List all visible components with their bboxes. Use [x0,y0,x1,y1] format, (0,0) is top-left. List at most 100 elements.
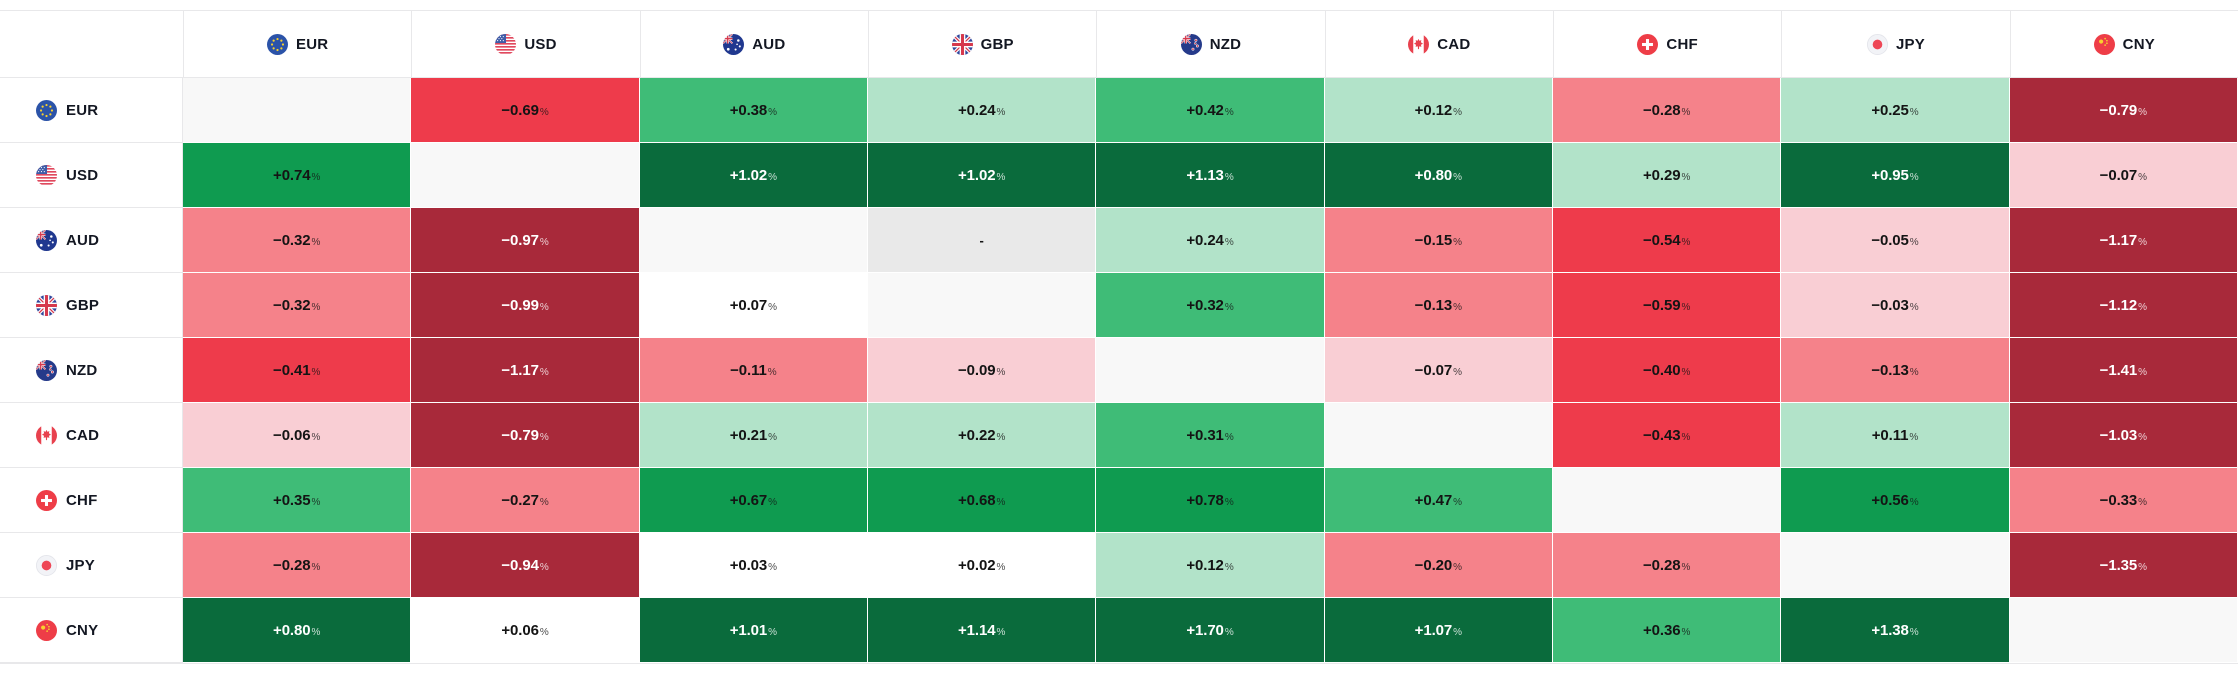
row-header-eur[interactable]: EUR [0,78,183,143]
cell-eur-cny[interactable]: −0.79% [2009,78,2238,143]
cell-cny-cad[interactable]: +1.07% [1324,598,1553,663]
column-header-aud[interactable]: AUD [639,11,868,78]
cell-cny-nzd[interactable]: +1.70% [1096,598,1325,663]
cell-cad-chf[interactable]: −0.43% [1552,403,1782,468]
column-header-nzd[interactable]: NZD [1096,11,1325,78]
cell-aud-nzd[interactable]: +0.24% [1096,208,1325,273]
column-header-usd[interactable]: USD [411,11,640,78]
row-header-jpy[interactable]: JPY [0,533,183,598]
cell-usd-cad[interactable]: +0.80% [1324,143,1553,208]
cell-jpy-nzd[interactable]: +0.12% [1096,533,1325,598]
cell-cad-cny[interactable]: −1.03% [2009,403,2238,468]
cell-value: +0.68 [958,491,996,509]
cell-nzd-aud[interactable]: −0.11% [639,338,868,403]
cell-chf-eur[interactable]: +0.35% [183,468,412,533]
cell-cad-nzd[interactable]: +0.31% [1096,403,1325,468]
cell-aud-chf[interactable]: −0.54% [1552,208,1782,273]
cell-usd-chf[interactable]: +0.29% [1552,143,1782,208]
cell-nzd-cny[interactable]: −1.41% [2009,338,2238,403]
cell-nzd-eur[interactable]: −0.41% [183,338,412,403]
cell-usd-eur[interactable]: +0.74% [183,143,412,208]
cell-gbp-cny[interactable]: −1.12% [2009,273,2238,338]
row-header-cad[interactable]: CAD [0,403,183,468]
cell-cny-chf[interactable]: +0.36% [1552,598,1782,663]
cell-gbp-chf[interactable]: −0.59% [1552,273,1782,338]
cell-jpy-eur[interactable]: −0.28% [183,533,412,598]
cell-eur-usd[interactable]: −0.69% [411,78,640,143]
column-header-chf[interactable]: CHF [1552,11,1782,78]
row-header-chf[interactable]: CHF [0,468,183,533]
row-header-label: EUR [66,101,99,119]
percent-suffix: % [996,561,1006,573]
cell-cad-jpy[interactable]: +0.11% [1781,403,2010,468]
cell-cny-aud[interactable]: +1.01% [639,598,868,663]
cell-gbp-eur[interactable]: −0.32% [183,273,412,338]
cell-gbp-cad[interactable]: −0.13% [1324,273,1553,338]
cell-aud-gbp-no-data[interactable]: - [867,208,1097,273]
cell-chf-cny[interactable]: −0.33% [2009,468,2238,533]
row-header-cny[interactable]: CNY [0,598,183,663]
cell-usd-jpy[interactable]: +0.95% [1781,143,2010,208]
column-header-eur[interactable]: EUR [183,11,412,78]
cell-chf-gbp[interactable]: +0.68% [867,468,1097,533]
cell-usd-gbp[interactable]: +1.02% [867,143,1097,208]
cell-jpy-chf[interactable]: −0.28% [1552,533,1782,598]
cell-gbp-nzd[interactable]: +0.32% [1096,273,1325,338]
cell-usd-cny[interactable]: −0.07% [2009,143,2238,208]
cell-jpy-cad[interactable]: −0.20% [1324,533,1553,598]
column-header-jpy[interactable]: JPY [1781,11,2010,78]
cell-eur-gbp[interactable]: +0.24% [867,78,1097,143]
cell-eur-cad[interactable]: +0.12% [1324,78,1553,143]
cell-jpy-usd[interactable]: −0.94% [411,533,640,598]
cell-value: +0.56 [1871,491,1909,509]
cell-cny-usd[interactable]: +0.06% [411,598,640,663]
cell-aud-usd[interactable]: −0.97% [411,208,640,273]
cell-usd-nzd[interactable]: +1.13% [1096,143,1325,208]
cell-jpy-aud[interactable]: +0.03% [639,533,868,598]
cell-nzd-gbp[interactable]: −0.09% [867,338,1097,403]
cell-value: +1.02 [729,166,768,184]
cell-chf-nzd[interactable]: +0.78% [1096,468,1325,533]
row-header-nzd[interactable]: NZD [0,338,183,403]
row-header-aud[interactable]: AUD [0,208,183,273]
cell-aud-cny[interactable]: −1.17% [2009,208,2238,273]
cell-eur-aud[interactable]: +0.38% [639,78,868,143]
cell-aud-jpy[interactable]: −0.05% [1781,208,2010,273]
percent-suffix: % [1681,171,1691,183]
cell-aud-eur[interactable]: −0.32% [183,208,412,273]
cell-gbp-aud[interactable]: +0.07% [639,273,868,338]
cell-gbp-usd[interactable]: −0.99% [411,273,640,338]
percent-suffix: % [311,626,321,638]
cell-eur-chf[interactable]: −0.28% [1552,78,1782,143]
cell-eur-jpy[interactable]: +0.25% [1781,78,2010,143]
cell-value: +0.32 [1186,296,1224,314]
cell-nzd-cad[interactable]: −0.07% [1324,338,1553,403]
matrix-row-cad: CAD −0.06% −0.79% +0.21% +0.22% +0.31% −0.43% +… [0,403,2238,468]
cell-chf-jpy[interactable]: +0.56% [1781,468,2010,533]
cell-jpy-cny[interactable]: −1.35% [2009,533,2238,598]
cell-cad-aud[interactable]: +0.21% [639,403,868,468]
column-header-cad[interactable]: CAD [1324,11,1553,78]
column-header-gbp[interactable]: GBP [867,11,1097,78]
cell-gbp-jpy[interactable]: −0.03% [1781,273,2010,338]
eur-flag-icon [36,99,57,121]
cell-cad-usd[interactable]: −0.79% [411,403,640,468]
cell-jpy-gbp[interactable]: +0.02% [867,533,1097,598]
cell-chf-aud[interactable]: +0.67% [639,468,868,533]
cell-nzd-jpy[interactable]: −0.13% [1781,338,2010,403]
cell-cny-jpy[interactable]: +1.38% [1781,598,2010,663]
cell-nzd-chf[interactable]: −0.40% [1552,338,1782,403]
cell-cny-gbp[interactable]: +1.14% [867,598,1097,663]
cell-eur-nzd[interactable]: +0.42% [1096,78,1325,143]
row-header-gbp[interactable]: GBP [0,273,183,338]
cell-chf-usd[interactable]: −0.27% [411,468,640,533]
cell-cny-eur[interactable]: +0.80% [183,598,412,663]
cell-nzd-usd[interactable]: −1.17% [411,338,640,403]
cell-cad-eur[interactable]: −0.06% [183,403,412,468]
cell-cad-gbp[interactable]: +0.22% [867,403,1097,468]
row-header-usd[interactable]: USD [0,143,183,208]
cell-usd-aud[interactable]: +1.02% [639,143,868,208]
cell-chf-cad[interactable]: +0.47% [1324,468,1553,533]
cell-aud-cad[interactable]: −0.15% [1324,208,1553,273]
column-header-cny[interactable]: CNY [2009,11,2238,78]
